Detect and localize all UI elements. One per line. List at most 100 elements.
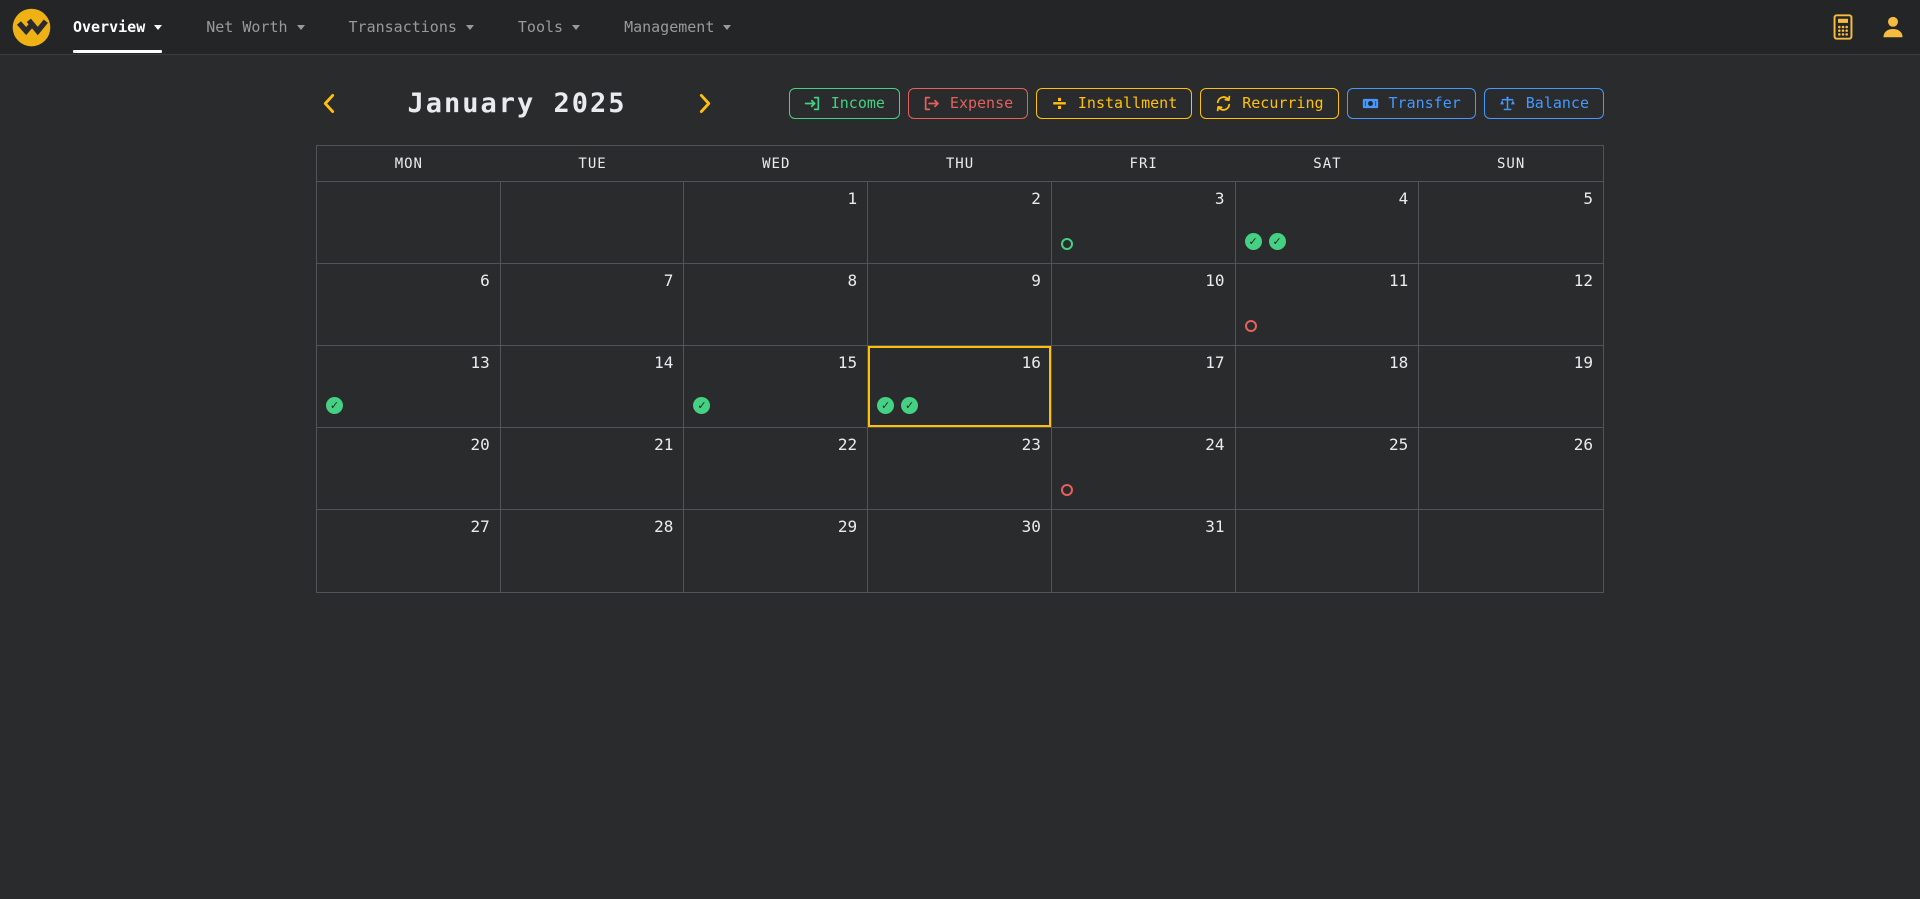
nav-item-label: Net Worth bbox=[206, 18, 288, 36]
day-number: 23 bbox=[1021, 435, 1041, 454]
calendar-week-row: 6 7 8 9 10 11 12 bbox=[317, 264, 1603, 346]
day-cell-29[interactable]: 29 bbox=[684, 510, 869, 592]
day-cell-24[interactable]: 24 bbox=[1052, 428, 1236, 509]
recurring-legend-button[interactable]: Recurring bbox=[1200, 87, 1339, 119]
day-number: 20 bbox=[470, 435, 490, 454]
weekday-header-thu: THU bbox=[945, 155, 975, 172]
nav-item-label: Overview bbox=[73, 18, 146, 36]
nav-item-tools[interactable]: Tools bbox=[518, 0, 581, 55]
recurring-icon bbox=[1215, 95, 1232, 112]
day-number: 2 bbox=[1031, 189, 1041, 208]
day-cell-22[interactable]: 22 bbox=[684, 428, 869, 509]
day-number: 31 bbox=[1205, 517, 1225, 536]
day-cell-5[interactable]: 5 bbox=[1419, 182, 1603, 263]
legend-label: Income bbox=[830, 93, 885, 112]
day-number: 25 bbox=[1389, 435, 1409, 454]
day-cell-7[interactable]: 7 bbox=[501, 264, 685, 345]
chevron-down-icon bbox=[572, 24, 581, 30]
day-cell-6[interactable]: 6 bbox=[317, 264, 501, 345]
calculator-button[interactable] bbox=[1832, 14, 1854, 40]
day-cell-17[interactable]: 17 bbox=[1052, 346, 1236, 427]
transfer-legend-button[interactable]: Transfer bbox=[1346, 87, 1476, 119]
day-cell-11[interactable]: 11 bbox=[1236, 264, 1420, 345]
legend-label: Recurring bbox=[1242, 93, 1324, 112]
day-cell-30[interactable]: 30 bbox=[868, 510, 1052, 592]
balance-legend-button[interactable]: Balance bbox=[1483, 87, 1604, 119]
day-number: 4 bbox=[1398, 189, 1409, 208]
day-number: 8 bbox=[847, 271, 858, 290]
calendar-page: January 2025 Income Expense ÷ Installment Re… bbox=[316, 81, 1604, 593]
legend-label: Installment bbox=[1077, 93, 1178, 112]
day-cell-10[interactable]: 10 bbox=[1052, 264, 1236, 345]
day-cell-18[interactable]: 18 bbox=[1236, 346, 1420, 427]
day-cell-15[interactable]: 15 ✓ bbox=[684, 346, 869, 427]
day-number: 3 bbox=[1214, 189, 1225, 208]
day-cell-27[interactable]: 27 bbox=[317, 510, 501, 592]
day-cell-2[interactable]: 2 bbox=[868, 182, 1052, 263]
calendar-week-row: 27 28 29 30 31 bbox=[317, 510, 1603, 592]
day-cell-31[interactable]: 31 bbox=[1052, 510, 1236, 592]
weekday-header-tue: TUE bbox=[578, 155, 607, 172]
day-cell-25[interactable]: 25 bbox=[1236, 428, 1420, 509]
nav-item-overview[interactable]: Overview bbox=[73, 0, 163, 55]
installment-icon: ÷ bbox=[1051, 90, 1068, 115]
day-cell-14[interactable]: 14 bbox=[501, 346, 685, 427]
nav-item-management[interactable]: Management bbox=[624, 0, 732, 55]
day-cell-20[interactable]: 20 bbox=[317, 428, 501, 509]
legend-label: Transfer bbox=[1388, 93, 1461, 112]
day-indicators: ✓ ✓ bbox=[877, 397, 919, 414]
day-cell-13[interactable]: 13 ✓ bbox=[317, 346, 501, 427]
chevron-right-icon bbox=[699, 93, 711, 113]
income-legend-button[interactable]: Income bbox=[788, 87, 900, 119]
person-icon bbox=[1883, 16, 1903, 38]
day-number: 17 bbox=[1205, 353, 1225, 372]
next-month-button[interactable] bbox=[695, 89, 716, 118]
check-circle-icon: ✓ bbox=[1244, 233, 1262, 250]
calendar-week-row: 13 ✓ 14 15 ✓ 16 ✓ ✓ 17 18 19 bbox=[317, 346, 1603, 428]
day-cell-16[interactable]: 16 ✓ ✓ bbox=[868, 346, 1052, 427]
day-cell-1[interactable]: 1 bbox=[684, 182, 869, 263]
day-number: 15 bbox=[837, 353, 858, 372]
balance-icon bbox=[1499, 95, 1516, 112]
day-number: 5 bbox=[1583, 189, 1593, 208]
day-cell-3[interactable]: 3 bbox=[1052, 182, 1236, 263]
legend-label: Balance bbox=[1525, 93, 1589, 112]
day-cell-21[interactable]: 21 bbox=[501, 428, 685, 509]
profile-button[interactable] bbox=[1880, 14, 1906, 40]
nav-item-transactions[interactable]: Transactions bbox=[349, 0, 474, 55]
day-number: 29 bbox=[837, 517, 858, 536]
day-cell-4[interactable]: 4 ✓ ✓ bbox=[1236, 182, 1420, 263]
day-number: 28 bbox=[654, 517, 674, 536]
check-circle-icon: ✓ bbox=[877, 397, 895, 414]
calendar-toolbar: January 2025 Income Expense ÷ Installment Re… bbox=[316, 81, 1604, 125]
legend-label: Expense bbox=[949, 93, 1014, 112]
prev-month-button[interactable] bbox=[318, 89, 339, 118]
day-number: 22 bbox=[837, 435, 858, 454]
day-cell-23[interactable]: 23 bbox=[868, 428, 1052, 509]
day-number: 27 bbox=[470, 517, 490, 536]
transaction-type-legend: Income Expense ÷ Installment Recurring Transf… bbox=[788, 87, 1604, 119]
day-cell-12[interactable]: 12 bbox=[1419, 264, 1603, 345]
main-nav: Overview Net Worth Transactions Tools Manage… bbox=[73, 0, 775, 55]
day-cell-empty bbox=[1419, 510, 1603, 592]
day-cell-8[interactable]: 8 bbox=[684, 264, 869, 345]
chevron-down-icon bbox=[296, 24, 305, 30]
nav-item-net-worth[interactable]: Net Worth bbox=[206, 0, 305, 55]
day-number: 14 bbox=[654, 353, 674, 372]
wallet-logo-icon bbox=[12, 8, 51, 46]
day-cell-9[interactable]: 9 bbox=[868, 264, 1052, 345]
chevron-left-icon bbox=[323, 93, 335, 113]
installment-legend-button[interactable]: ÷ Installment bbox=[1036, 87, 1193, 119]
day-number: 7 bbox=[663, 271, 674, 290]
expense-legend-button[interactable]: Expense bbox=[907, 87, 1029, 119]
day-cell-28[interactable]: 28 bbox=[501, 510, 685, 592]
day-indicators bbox=[1060, 238, 1073, 250]
month-calendar: MON TUE WED THU FRI SAT SUN 1 2 3 4 ✓ ✓ 5 6 7 8 9 10 11 12 1… bbox=[316, 145, 1604, 593]
chevron-down-icon bbox=[154, 24, 163, 30]
weekday-header-mon: MON bbox=[394, 155, 423, 172]
app-logo[interactable] bbox=[10, 6, 53, 49]
day-cell-19[interactable]: 19 bbox=[1419, 346, 1603, 427]
day-cell-26[interactable]: 26 bbox=[1419, 428, 1603, 509]
expense-icon bbox=[923, 95, 940, 112]
circle-outline-icon bbox=[1060, 484, 1073, 496]
